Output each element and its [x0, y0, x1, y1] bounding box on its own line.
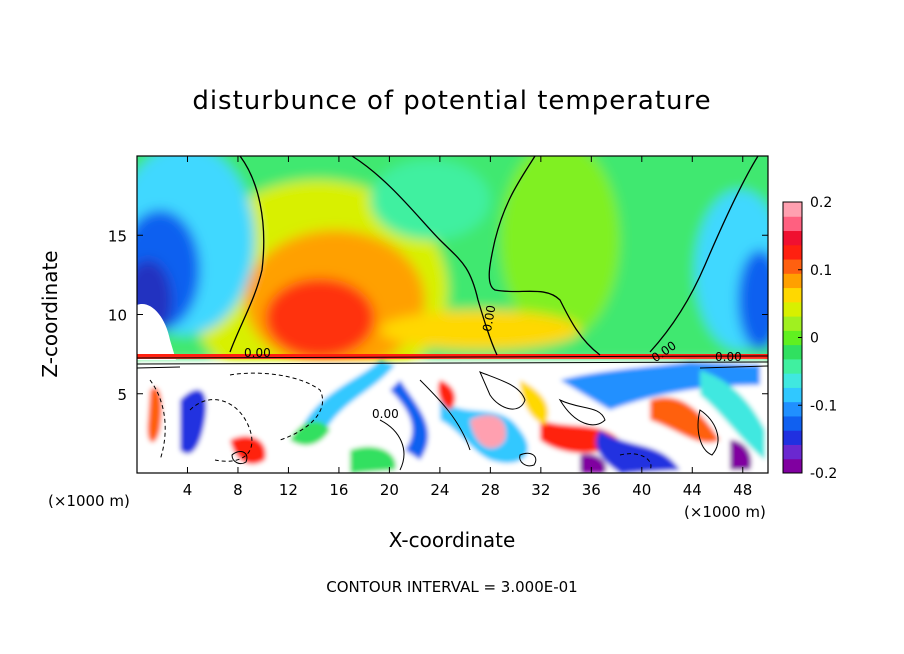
- x-tick-label: 24: [430, 481, 449, 499]
- x-tick-label: 16: [329, 481, 348, 499]
- contour-label: 0.00: [480, 304, 498, 333]
- colorbar-swatch: [783, 216, 802, 232]
- y-tick-label: 15: [108, 227, 127, 245]
- colorbar-swatch: [783, 358, 802, 374]
- x-tick-label: 44: [683, 481, 702, 499]
- x-tick-label: 20: [380, 481, 399, 499]
- x-tick-label: 28: [481, 481, 500, 499]
- x-tick-label: 40: [632, 481, 651, 499]
- x-tick-label: 32: [531, 481, 550, 499]
- x-axis: 4 8 12 16 20 24 28 32 36 40 44 48: [183, 156, 752, 499]
- colorbar-swatch: [783, 273, 802, 289]
- contour-label: 0.00: [372, 407, 399, 421]
- contour-label: 0.00: [715, 350, 742, 364]
- y-tick-label: 5: [117, 386, 127, 404]
- x-tick-label: 4: [183, 481, 193, 499]
- colorbar-swatch: [783, 401, 802, 417]
- colorbar-swatch: [783, 373, 802, 388]
- colorbar-swatch: [783, 330, 802, 346]
- chart-title: disturbunce of potential temperature: [192, 86, 712, 116]
- colorbar-tick-label: -0.2: [810, 466, 837, 482]
- colorbar: 0.2 0.1 0 -0.1 -0.2: [782, 195, 837, 482]
- colorbar-swatch: [783, 458, 802, 474]
- colorbar-tick-label: 0: [810, 331, 819, 347]
- colorbar-tick-label: 0.2: [810, 195, 832, 211]
- colorbar-tick-label: -0.1: [810, 398, 837, 414]
- colorbar-swatch: [783, 415, 802, 431]
- x-tick-label: 12: [279, 481, 298, 499]
- temperature-field: 0.00 0.00 0.00 0.00 0.00: [137, 156, 768, 473]
- colorbar-swatch: [783, 301, 802, 317]
- colorbar-swatch: [783, 230, 802, 246]
- x-unit-left: (×1000 m): [48, 492, 130, 510]
- colorbar-tick-label: 0.1: [810, 263, 832, 279]
- y-axis: 5 10 15: [108, 227, 768, 404]
- colorbar-swatch: [783, 259, 802, 274]
- colorbar-swatch: [783, 430, 802, 445]
- colorbar-swatch: [783, 202, 802, 217]
- x-axis-label: X-coordinate: [388, 528, 516, 552]
- x-unit-right: (×1000 m): [684, 503, 766, 521]
- contour-label: 0.00: [244, 346, 271, 360]
- x-tick-label: 36: [582, 481, 601, 499]
- y-tick-label: 10: [108, 307, 127, 325]
- colorbar-swatch: [783, 244, 802, 260]
- contour-interval-note: CONTOUR INTERVAL = 3.000E-01: [326, 578, 578, 596]
- colorbar-swatch: [783, 444, 802, 460]
- x-tick-label: 8: [233, 481, 243, 499]
- colorbar-swatch: [783, 287, 802, 303]
- x-tick-label: 48: [733, 481, 752, 499]
- colorbar-swatch: [783, 387, 802, 403]
- colorbar-swatch: [783, 344, 802, 360]
- colorbar-swatch: [783, 316, 802, 331]
